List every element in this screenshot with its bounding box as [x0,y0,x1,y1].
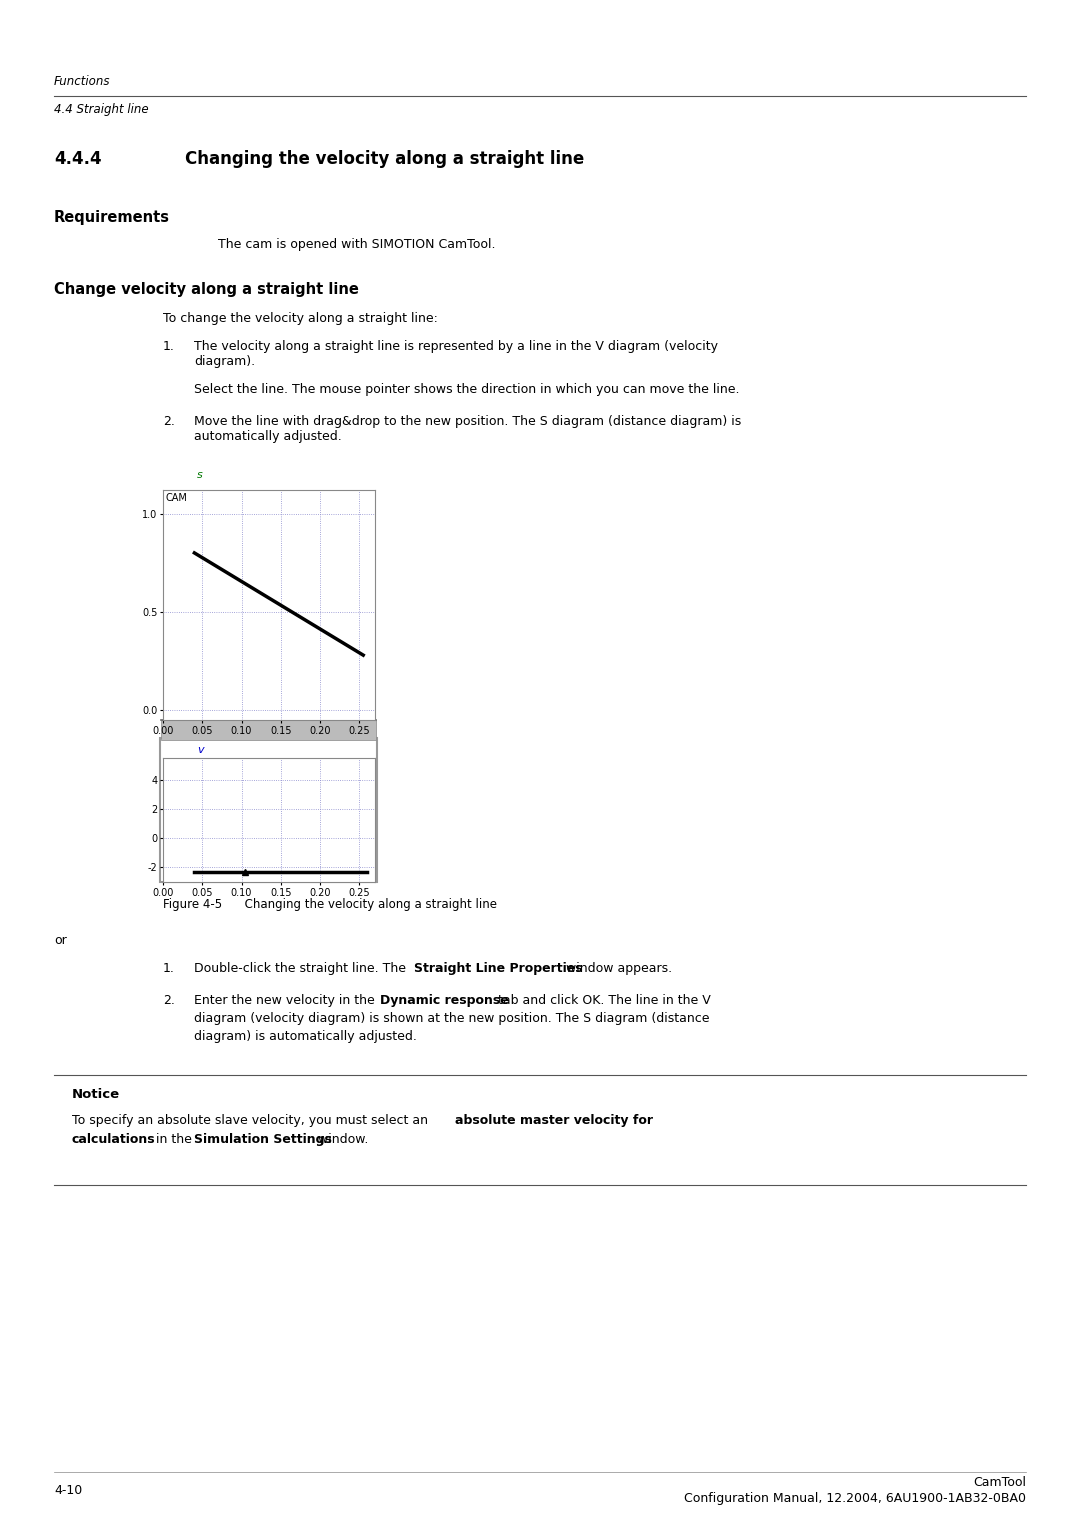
Text: 2.: 2. [163,995,175,1007]
Text: Figure 4-5      Changing the velocity along a straight line: Figure 4-5 Changing the velocity along a… [163,898,497,911]
Text: diagram) is automatically adjusted.: diagram) is automatically adjusted. [194,1030,417,1044]
Text: 4.4 Straight line: 4.4 Straight line [54,102,149,116]
Text: Enter the new velocity in the: Enter the new velocity in the [194,995,379,1007]
Text: The velocity along a straight line is represented by a line in the V diagram (ve: The velocity along a straight line is re… [194,341,718,368]
Text: To change the velocity along a straight line:: To change the velocity along a straight … [163,312,437,325]
Text: calculations: calculations [72,1132,156,1146]
Bar [161,720,376,740]
Text: Configuration Manual, 12.2004, 6AU1900-1AB32-0BA0: Configuration Manual, 12.2004, 6AU1900-1… [684,1491,1026,1505]
Text: Changing the velocity along a straight line: Changing the velocity along a straight l… [185,150,584,168]
Text: 4-10: 4-10 [54,1484,82,1497]
Text: absolute master velocity for: absolute master velocity for [455,1114,653,1128]
Text: Change velocity along a straight line: Change velocity along a straight line [54,283,359,296]
Text: Double-click the straight line. The: Double-click the straight line. The [194,963,410,975]
Text: tab and click OK. The line in the V: tab and click OK. The line in the V [494,995,711,1007]
Text: CamTool: CamTool [973,1476,1026,1488]
Text: Simulation Settings: Simulation Settings [194,1132,332,1146]
Text: To specify an absolute slave velocity, you must select an: To specify an absolute slave velocity, y… [72,1114,432,1128]
Text: Notice: Notice [72,1088,120,1102]
Text: window.: window. [314,1132,368,1146]
Text: in the: in the [152,1132,195,1146]
Text: v: v [197,746,204,755]
Text: Select the line. The mouse pointer shows the direction in which you can move the: Select the line. The mouse pointer shows… [194,384,740,396]
Text: CAM: CAM [165,494,187,503]
Text: window appears.: window appears. [562,963,672,975]
Text: Move the line with drag&drop to the new position. The S diagram (distance diagra: Move the line with drag&drop to the new … [194,416,741,443]
Text: s: s [197,471,203,480]
Text: Functions: Functions [54,75,110,89]
Bar [160,738,377,882]
Text: 1.: 1. [163,963,175,975]
Text: The cam is opened with SIMOTION CamTool.: The cam is opened with SIMOTION CamTool. [218,238,496,251]
Text: 2.: 2. [163,416,175,428]
Text: 1.: 1. [163,341,175,353]
Text: 4.4.4: 4.4.4 [54,150,102,168]
Text: or: or [54,934,67,947]
Text: Straight Line Properties: Straight Line Properties [414,963,582,975]
Text: diagram (velocity diagram) is shown at the new position. The S diagram (distance: diagram (velocity diagram) is shown at t… [194,1012,710,1025]
Text: Dynamic response: Dynamic response [380,995,509,1007]
Text: Requirements: Requirements [54,209,170,225]
